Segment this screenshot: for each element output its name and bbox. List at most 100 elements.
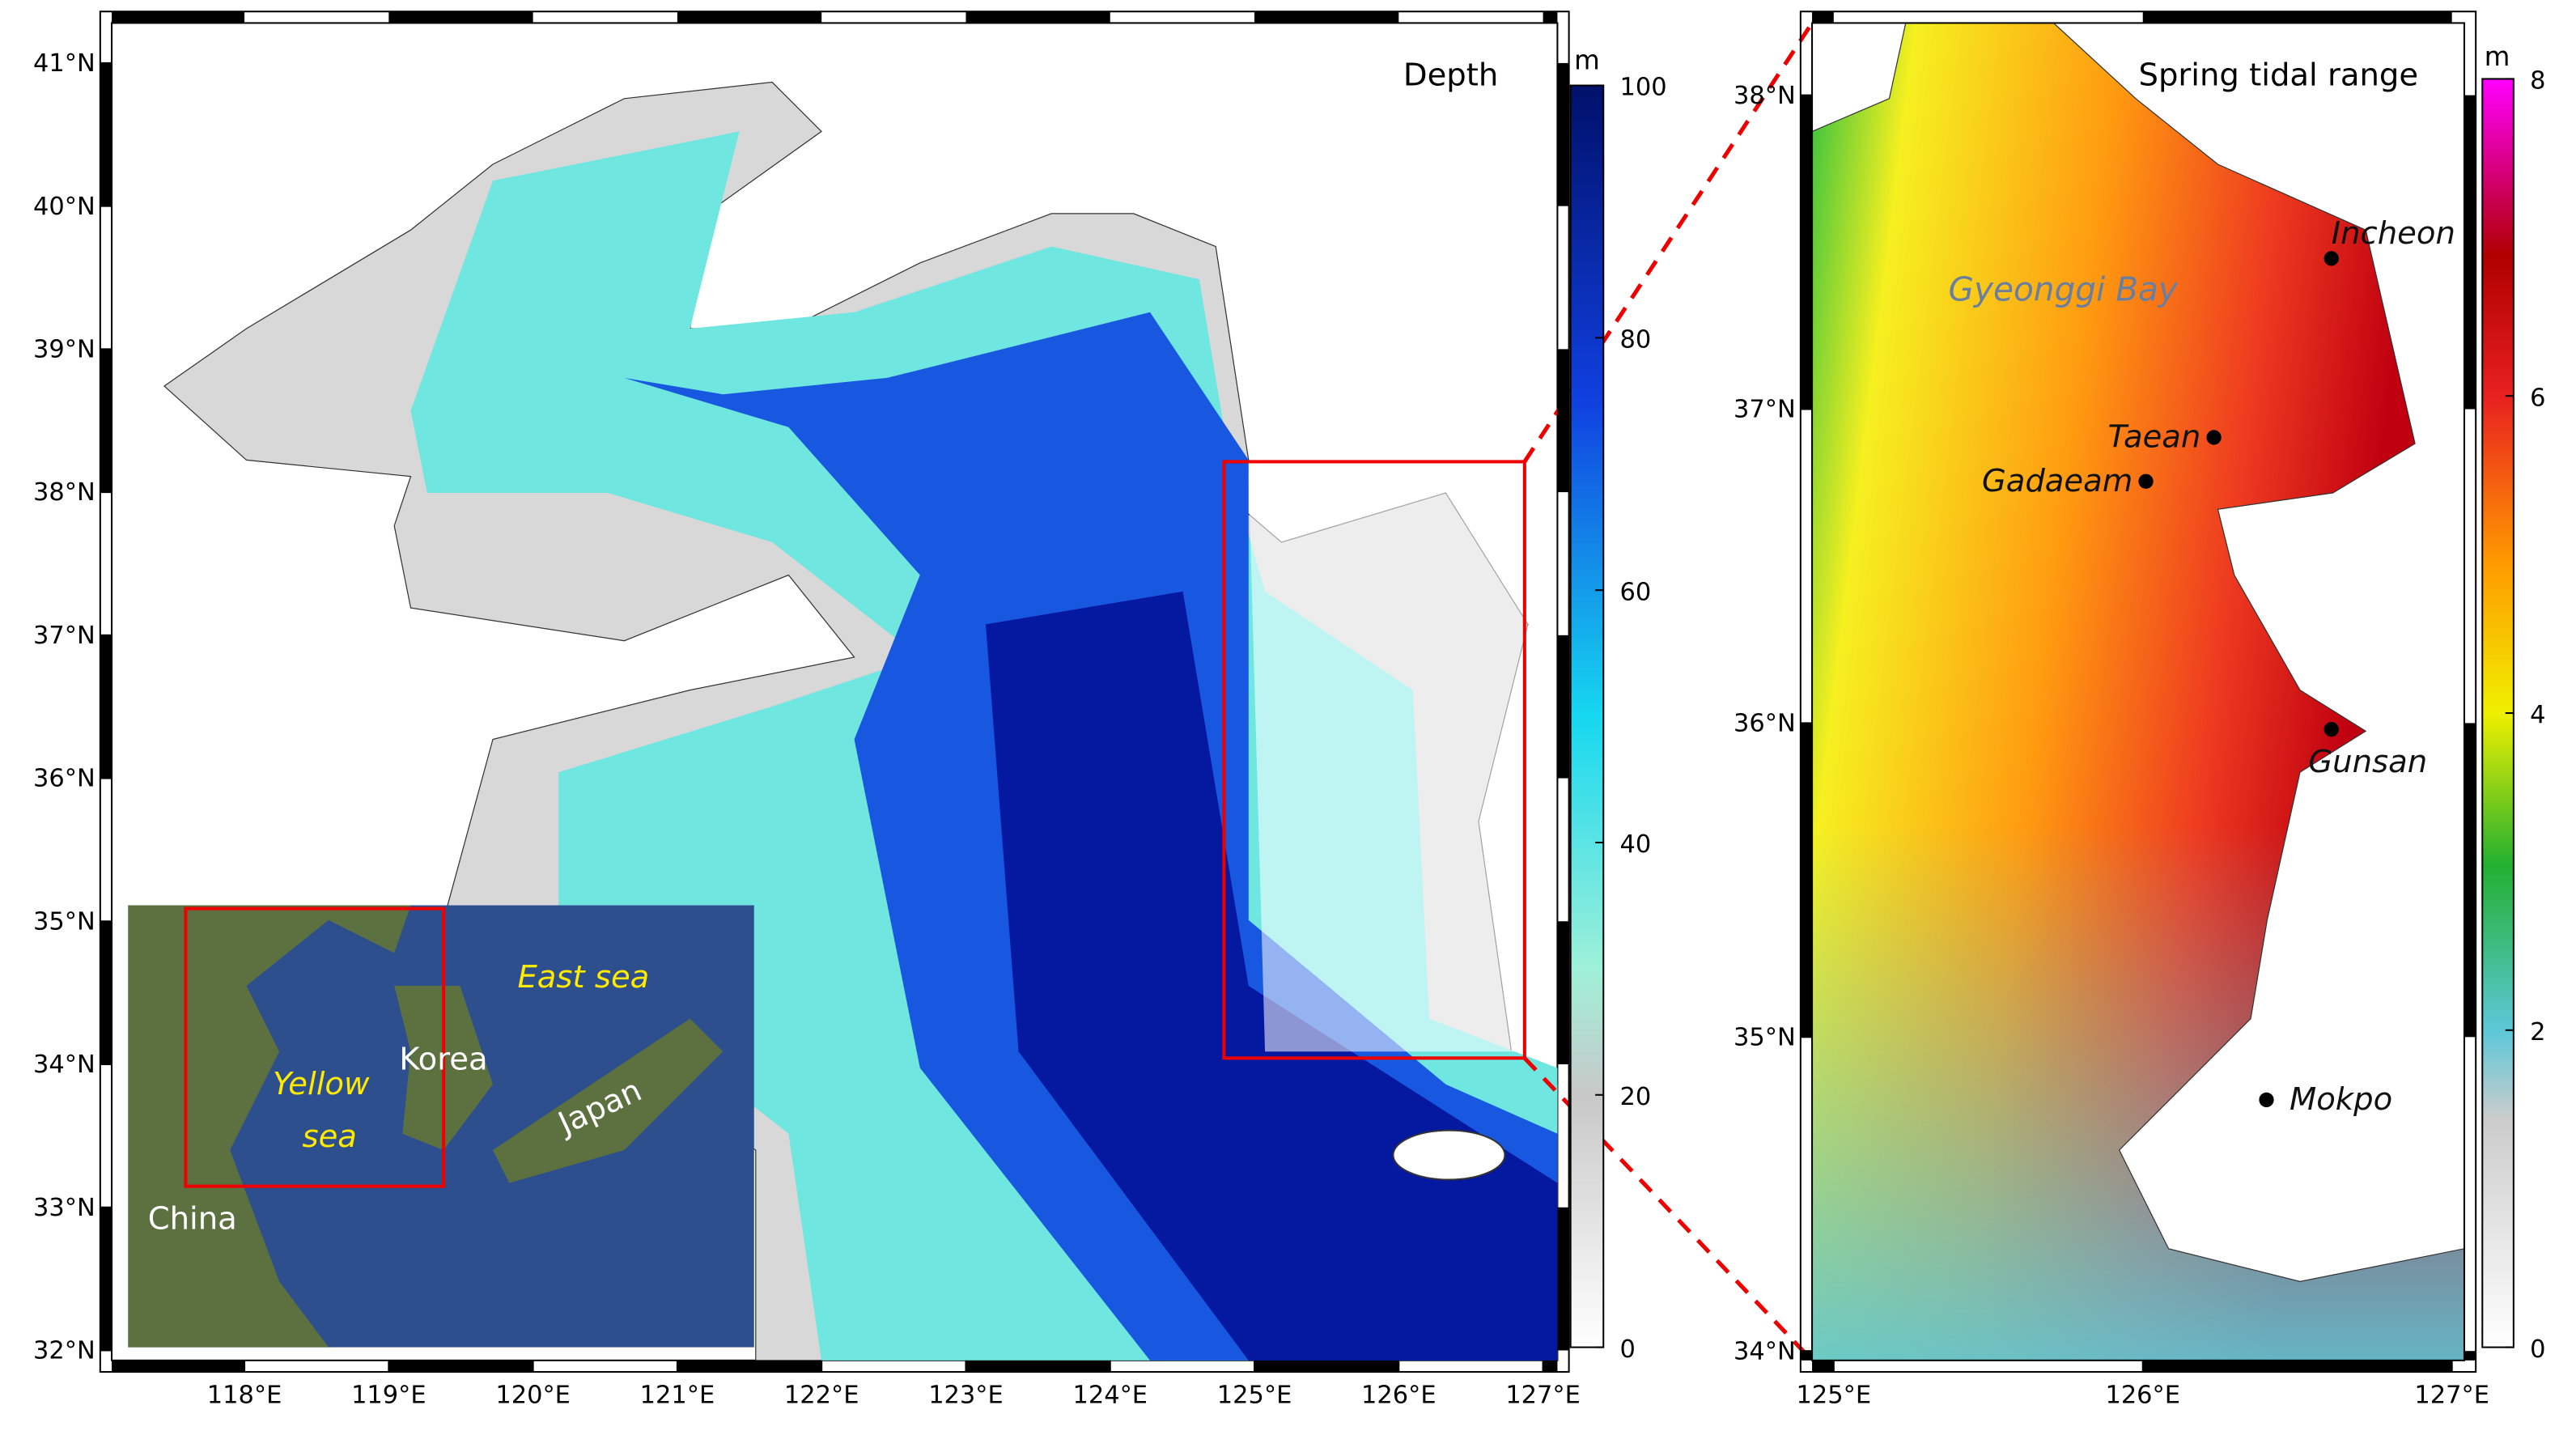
station-label: Taean: [2107, 419, 2200, 456]
bay-label: Gyeonggi Bay: [1949, 270, 2179, 308]
station-label: Gunsan: [2308, 744, 2427, 780]
lon-tick-label: 122°E: [784, 1382, 859, 1410]
station: [2138, 473, 2154, 489]
lat-tick-label: 33°N: [33, 1194, 95, 1222]
left-map-title: Depth: [1403, 57, 1498, 94]
border-segment: [1557, 62, 1569, 206]
border-segment: [100, 635, 112, 779]
lat-tick-label: 34°N: [1734, 1337, 1796, 1365]
border-segment: [2142, 1360, 2452, 1373]
border-segment: [112, 11, 245, 23]
border-segment: [677, 1360, 822, 1373]
colorbar-tick-label: 20: [1620, 1083, 1652, 1111]
border-segment: [1557, 921, 1569, 1065]
border-segment: [100, 62, 112, 206]
border-segment: [2142, 11, 2452, 23]
border-segment: [1800, 1351, 1813, 1361]
lon-tick-label: 118°E: [207, 1382, 282, 1410]
border-segment: [2464, 723, 2476, 1038]
station: [2323, 251, 2339, 266]
lon-tick-label: 127°E: [1505, 1382, 1581, 1410]
lon-tick-label: 123°E: [928, 1382, 1004, 1410]
inset-box: [184, 906, 446, 1188]
border-segment: [677, 11, 822, 23]
inset-land-china: [128, 905, 411, 1348]
label-yellow-sea: Yellow: [273, 1066, 370, 1102]
station: [2323, 722, 2339, 737]
station: [2206, 430, 2222, 445]
border-segment: [965, 11, 1110, 23]
jeju-island: [1392, 1129, 1506, 1181]
lat-tick-label: 38°N: [1734, 82, 1796, 110]
border-segment: [1557, 1207, 1569, 1351]
border-segment: [100, 349, 112, 493]
lat-tick-label: 32°N: [33, 1337, 95, 1365]
zoom-box: [1222, 460, 1526, 1060]
lat-tick-label: 36°N: [1734, 710, 1796, 738]
border-segment: [100, 921, 112, 1065]
lon-tick-label: 127°E: [2414, 1382, 2489, 1410]
colorbar-tick-label: 4: [2530, 701, 2545, 729]
border-segment: [2464, 1351, 2476, 1361]
lon-tick-label: 120°E: [495, 1382, 571, 1410]
border-segment: [1812, 1360, 1834, 1373]
colorbar-tick-label: 60: [1620, 578, 1652, 606]
colorbar-tick-label: 6: [2530, 384, 2545, 412]
coast-land: [1248, 476, 1528, 1052]
lat-tick-label: 35°N: [33, 907, 95, 936]
colorbar-unit: m: [1574, 45, 1600, 75]
label-yellow-sea: sea: [303, 1119, 357, 1155]
land-korea: [2052, 22, 2465, 1283]
border-segment: [1254, 1360, 1399, 1373]
label-korea: Korea: [399, 1042, 487, 1078]
border-strip: [1799, 11, 2477, 1373]
colorbar-tick-label: 2: [2530, 1018, 2545, 1047]
lon-tick-label: 125°E: [1797, 1382, 1872, 1410]
colorbar-tick-label: 0: [1620, 1335, 1636, 1364]
border-segment: [2464, 95, 2476, 410]
border-segment: [112, 1360, 245, 1373]
station-label: Mokpo: [2290, 1081, 2392, 1118]
colorbar-tick-label: 8: [2530, 67, 2545, 96]
colorbar-tick-label: 80: [1620, 326, 1652, 355]
colorbar-tick-label: 40: [1620, 830, 1652, 859]
border-segment: [1254, 11, 1399, 23]
border-segment: [388, 11, 533, 23]
colorbar-unit: m: [2485, 41, 2510, 72]
border-segment: [1800, 95, 1813, 410]
lat-tick-label: 40°N: [33, 193, 95, 221]
colorbar-tick-label: 0: [2530, 1335, 2545, 1364]
colorbar-tick-label: 100: [1620, 74, 1667, 102]
lat-tick-label: 34°N: [33, 1051, 95, 1079]
lat-tick-label: 38°N: [33, 478, 95, 507]
border-segment: [965, 1360, 1110, 1373]
border-segment: [1543, 1360, 1558, 1373]
border-segment: [388, 1360, 533, 1373]
lat-tick-label: 35°N: [1734, 1023, 1796, 1051]
label-east-sea: East sea: [517, 959, 649, 996]
border-segment: [1812, 11, 1834, 23]
right-map-title: Spring tidal range: [2139, 57, 2419, 94]
lon-tick-label: 126°E: [2105, 1382, 2180, 1410]
lon-tick-label: 126°E: [1361, 1382, 1437, 1410]
lon-tick-label: 119°E: [351, 1382, 427, 1410]
lon-tick-label: 124°E: [1072, 1382, 1148, 1410]
lon-tick-label: 125°E: [1217, 1382, 1292, 1410]
lat-tick-label: 36°N: [33, 765, 95, 793]
border-segment: [1543, 11, 1558, 23]
lat-tick-label: 39°N: [33, 336, 95, 364]
lat-tick-label: 37°N: [1734, 396, 1796, 424]
station: [2259, 1092, 2274, 1108]
colorbar-depth: [1569, 84, 1605, 1348]
label-china: China: [148, 1200, 237, 1237]
lat-tick-label: 41°N: [33, 49, 95, 78]
border-segment: [1800, 723, 1813, 1038]
lon-tick-label: 121°E: [640, 1382, 715, 1410]
border-segment: [1557, 635, 1569, 779]
station-label: Incheon: [2332, 215, 2455, 252]
inset-land-japan: [492, 1018, 724, 1183]
border-segment: [1557, 349, 1569, 493]
lat-tick-label: 37°N: [33, 622, 95, 650]
